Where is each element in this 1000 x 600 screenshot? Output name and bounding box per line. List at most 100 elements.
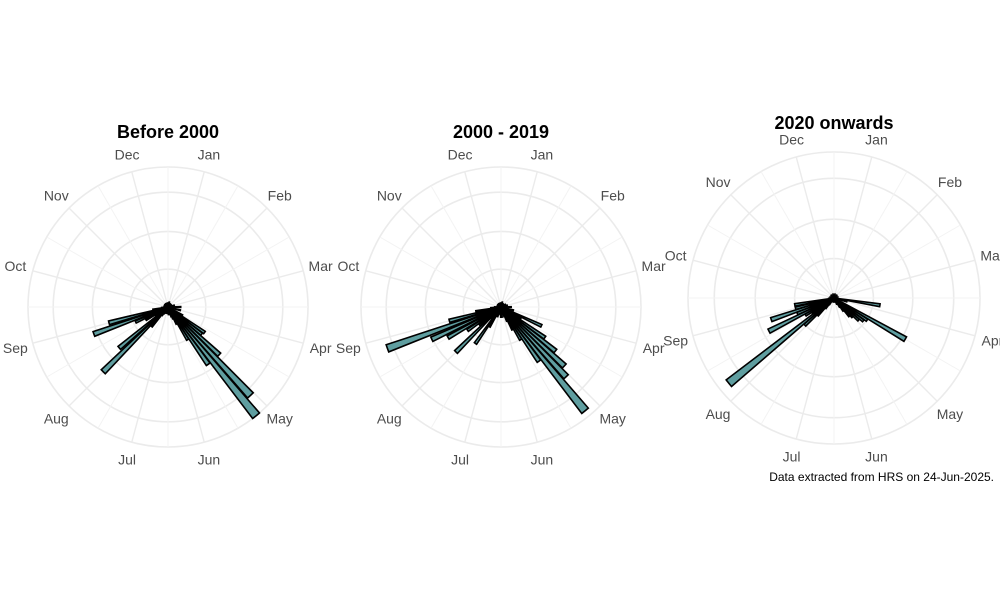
month-label-oct: Oct [665, 248, 687, 264]
bar-2-23 [725, 297, 835, 388]
grid-spoke-jan [500, 171, 538, 308]
grid-spoke-minor [500, 236, 623, 308]
grid-spoke-jan [833, 156, 873, 299]
bar-1-13 [500, 306, 590, 415]
bar-0-31 [116, 306, 169, 351]
month-label-oct: Oct [4, 258, 26, 274]
month-label-may: May [266, 411, 292, 427]
month-label-sep: Sep [3, 340, 28, 356]
bar-0-5 [167, 305, 182, 309]
grid-spoke-minor [833, 224, 961, 299]
grid-spoke-apr [500, 306, 637, 344]
month-label-jul: Jul [118, 452, 136, 468]
grid-spoke-minor [167, 236, 290, 308]
grid-spoke-minor [97, 185, 169, 308]
grid-spoke-oct [692, 259, 835, 299]
bar-2-29 [794, 297, 835, 311]
panel-2000-2019: Jan Feb Mar Apr May Jun Jul Aug Sep Oct Nov Dec 2000… [336, 122, 666, 468]
grid-spoke-jun [167, 306, 205, 443]
grid-spoke-minor [167, 185, 239, 308]
grid-spoke-minor [760, 171, 835, 299]
month-label-feb: Feb [938, 174, 962, 190]
bar-2-30 [793, 297, 835, 308]
month-label-feb: Feb [601, 187, 625, 203]
grid-spoke-apr [167, 306, 304, 344]
month-label-may: May [599, 411, 625, 427]
grid-spoke-feb [500, 207, 601, 308]
grid-spoke-minor [46, 236, 169, 308]
month-label-nov: Nov [706, 174, 731, 190]
grid-spoke-nov [730, 194, 835, 299]
month-label-jan: Jan [531, 146, 554, 162]
month-label-mar: Mar [980, 248, 1000, 264]
grid-spoke-jul [795, 297, 835, 440]
panel-title: 2020 onwards [774, 113, 893, 133]
bar-0-11 [167, 306, 255, 400]
grid-spoke-jun [833, 297, 873, 440]
grid-spoke-oct [365, 270, 502, 308]
month-label-mar: Mar [309, 258, 333, 274]
grid-spoke-dec [131, 171, 169, 308]
month-label-jul: Jul [783, 448, 801, 464]
month-label-jun: Jun [198, 452, 221, 468]
bar-1-31 [453, 306, 502, 355]
month-label-dec: Dec [779, 132, 804, 148]
bar-1-60 [500, 302, 503, 308]
bar-0-13 [167, 306, 212, 367]
grid-spoke-minor [833, 297, 908, 425]
month-label-sep: Sep [336, 340, 361, 356]
month-label-jan: Jan [198, 146, 221, 162]
bar-0-30 [100, 306, 169, 375]
month-label-dec: Dec [448, 146, 473, 162]
month-label-apr: Apr [310, 340, 332, 356]
grid-spoke-oct [32, 270, 169, 308]
grid-spoke-apr [833, 297, 976, 337]
bar-0-12 [167, 306, 261, 420]
month-label-jan: Jan [865, 132, 888, 148]
bar-2-34 [831, 293, 835, 299]
bar-2-28 [769, 297, 835, 323]
grid-spoke-minor [760, 297, 835, 425]
grid-spoke-minor [97, 306, 169, 429]
bar-1-35 [429, 306, 502, 343]
bar-1-36 [385, 306, 502, 353]
grid-spoke-mar [500, 270, 637, 308]
month-label-may: May [937, 406, 963, 422]
month-label-aug: Aug [706, 406, 731, 422]
grid-spoke-mar [833, 259, 976, 299]
grid-spoke-minor [707, 224, 835, 299]
panel-title: Before 2000 [117, 122, 219, 142]
bar-1-5 [500, 305, 512, 309]
data-source-caption: Data extracted from HRS on 24-Jun-2025. [769, 470, 994, 484]
month-label-dec: Dec [115, 146, 140, 162]
grid-spoke-minor [500, 185, 572, 308]
bar-0-36 [107, 306, 169, 326]
month-label-jul: Jul [451, 452, 469, 468]
grid-spoke-nov [68, 207, 169, 308]
grid-spoke-dec [795, 156, 835, 299]
bar-1-14 [500, 306, 542, 364]
grid-spoke-minor [167, 306, 290, 378]
bar-0-35 [92, 306, 169, 338]
month-label-nov: Nov [44, 187, 69, 203]
grid-spoke-jul [131, 306, 169, 443]
grid-spoke-minor [833, 171, 908, 299]
panel-before-2000: Jan Feb Mar Apr May Jun Jul Aug Sep Oct Nov Dec Befo… [3, 122, 333, 468]
month-label-aug: Aug [377, 411, 402, 427]
month-label-nov: Nov [377, 187, 402, 203]
bar-1-37 [447, 306, 502, 324]
bar-2-26 [766, 297, 835, 335]
month-label-apr: Apr [982, 332, 1000, 348]
month-label-jun: Jun [531, 452, 554, 468]
month-label-oct: Oct [337, 258, 359, 274]
grid-spoke-minor [430, 185, 502, 308]
month-label-apr: Apr [643, 340, 665, 356]
grid-spoke-jul [464, 306, 502, 443]
grid-spoke-jan [167, 171, 205, 308]
month-label-aug: Aug [44, 411, 69, 427]
grid-spoke-minor [379, 236, 502, 308]
grid-spoke-nov [401, 207, 502, 308]
panel-2020-onwards: Jan Feb Mar Apr May Jun Jul Aug Sep Oct Nov Dec2020… [663, 113, 1000, 464]
bar-0-59 [167, 302, 170, 308]
month-label-mar: Mar [642, 258, 666, 274]
